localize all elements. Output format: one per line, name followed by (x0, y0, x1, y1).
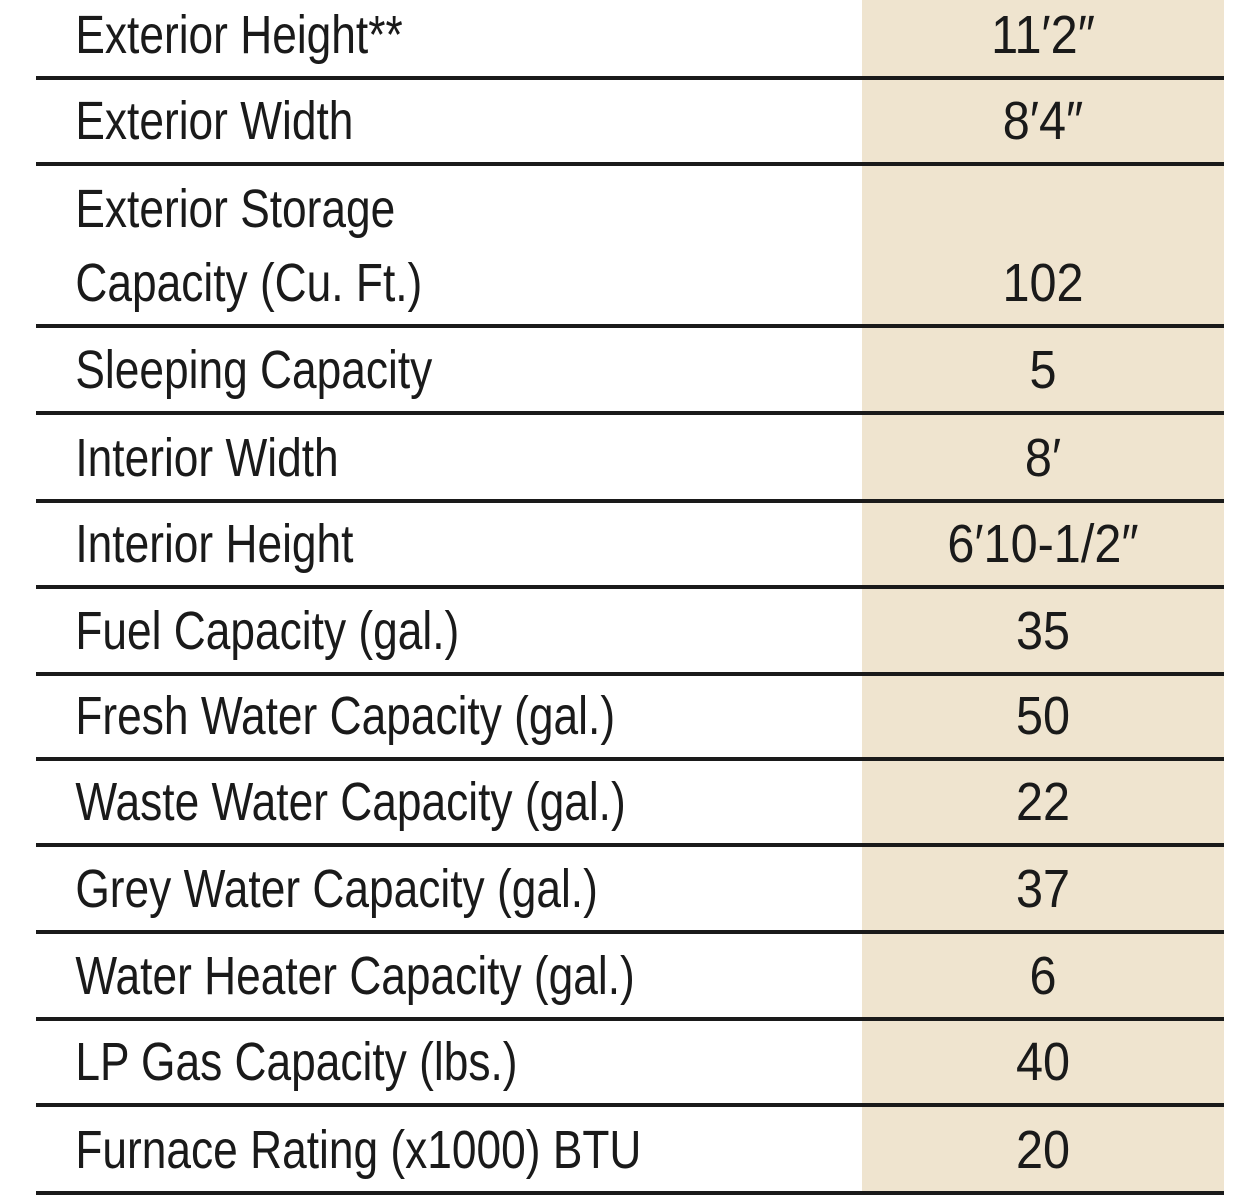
spec-value: 11′2″ (991, 5, 1095, 65)
spec-row-exterior-storage: Exterior Storage Capacity (Cu. Ft.) 102 (36, 166, 1224, 328)
spec-label: Sleeping Capacity (75, 340, 433, 400)
spec-row-furnace-rating: Furnace Rating (x1000) BTU 20 (36, 1107, 1224, 1195)
spec-row-waste-water: Waste Water Capacity (gal.) 22 (36, 761, 1224, 847)
spec-label: Fuel Capacity (gal.) (75, 601, 460, 661)
spec-row-fresh-water: Fresh Water Capacity (gal.) 50 (36, 676, 1224, 761)
spec-value: 22 (1015, 772, 1071, 832)
specifications-table: Exterior Height** 11′2″ Exterior Width 8… (36, 0, 1224, 1195)
spec-value: 8′ (1024, 428, 1062, 488)
spec-row-exterior-width: Exterior Width 8′4″ (36, 80, 1224, 166)
spec-row-interior-width: Interior Width 8′ (36, 415, 1224, 503)
spec-label: Interior Width (75, 428, 339, 488)
spec-value: 102 (1002, 253, 1084, 313)
spec-label: Water Heater Capacity (gal.) (75, 946, 635, 1006)
spec-value: 5 (1029, 340, 1057, 400)
spec-row-fuel-capacity: Fuel Capacity (gal.) 35 (36, 589, 1224, 676)
spec-value: 37 (1015, 859, 1071, 919)
spec-label: Grey Water Capacity (gal.) (75, 859, 598, 919)
spec-row-grey-water: Grey Water Capacity (gal.) 37 (36, 847, 1224, 934)
spec-row-lp-gas: LP Gas Capacity (lbs.) 40 (36, 1021, 1224, 1107)
spec-label: Interior Height (75, 514, 354, 574)
spec-value: 40 (1015, 1032, 1071, 1092)
spec-value: 35 (1015, 601, 1071, 661)
spec-label: Waste Water Capacity (gal.) (75, 772, 626, 832)
spec-value: 50 (1015, 686, 1071, 746)
spec-label: Furnace Rating (x1000) BTU (75, 1120, 642, 1180)
spec-label: Fresh Water Capacity (gal.) (75, 686, 616, 746)
spec-value: 8′4″ (1002, 91, 1084, 151)
spec-label: Exterior Width (75, 91, 354, 151)
spec-value: 6 (1029, 946, 1057, 1006)
spec-row-exterior-height: Exterior Height** 11′2″ (36, 0, 1224, 80)
value-column-background (862, 0, 1224, 1195)
spec-row-sleeping-capacity: Sleeping Capacity 5 (36, 328, 1224, 415)
spec-value: 6′10-1/2″ (947, 514, 1139, 574)
spec-row-interior-height: Interior Height 6′10-1/2″ (36, 503, 1224, 589)
spec-label: Exterior Storage Capacity (Cu. Ft.) (75, 179, 423, 313)
spec-label: LP Gas Capacity (lbs.) (75, 1032, 518, 1092)
spec-value: 20 (1015, 1120, 1071, 1180)
spec-label: Exterior Height** (75, 5, 403, 65)
spec-row-water-heater: Water Heater Capacity (gal.) 6 (36, 934, 1224, 1021)
